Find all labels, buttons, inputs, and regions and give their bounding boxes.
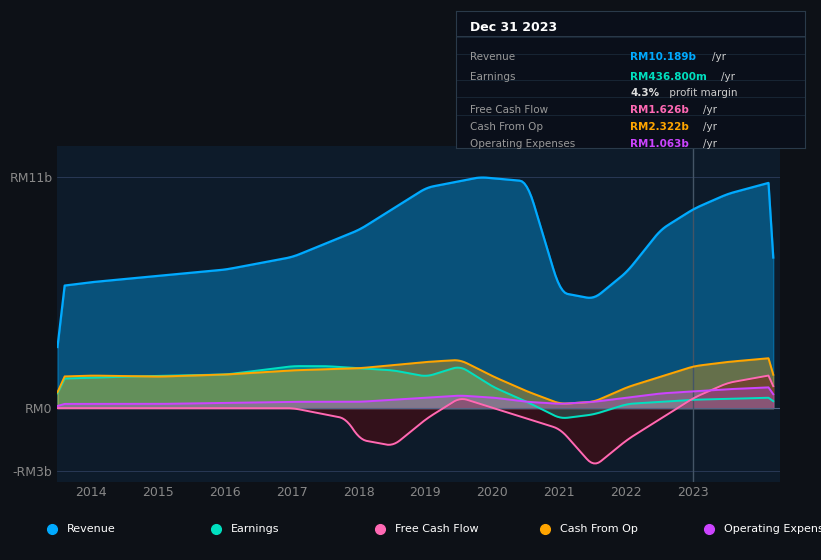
Text: RM2.322b: RM2.322b (631, 122, 689, 132)
Text: Revenue: Revenue (470, 53, 515, 62)
Text: /yr: /yr (703, 122, 717, 132)
Text: Revenue: Revenue (67, 524, 116, 534)
Text: Operating Expenses: Operating Expenses (470, 139, 575, 150)
Text: RM10.189b: RM10.189b (631, 53, 696, 62)
Text: RM436.800m: RM436.800m (631, 72, 707, 82)
Text: Earnings: Earnings (232, 524, 280, 534)
Text: profit margin: profit margin (667, 88, 738, 98)
Text: 4.3%: 4.3% (631, 88, 659, 98)
Text: RM1.063b: RM1.063b (631, 139, 689, 150)
Text: Free Cash Flow: Free Cash Flow (470, 105, 548, 115)
Text: Cash From Op: Cash From Op (560, 524, 638, 534)
Text: Earnings: Earnings (470, 72, 515, 82)
Text: /yr: /yr (721, 72, 735, 82)
Text: Cash From Op: Cash From Op (470, 122, 543, 132)
Text: RM1.626b: RM1.626b (631, 105, 689, 115)
Text: Operating Expenses: Operating Expenses (724, 524, 821, 534)
Text: /yr: /yr (703, 105, 717, 115)
Text: Dec 31 2023: Dec 31 2023 (470, 21, 557, 34)
Text: /yr: /yr (703, 139, 717, 150)
Text: /yr: /yr (712, 53, 726, 62)
Text: Free Cash Flow: Free Cash Flow (396, 524, 479, 534)
